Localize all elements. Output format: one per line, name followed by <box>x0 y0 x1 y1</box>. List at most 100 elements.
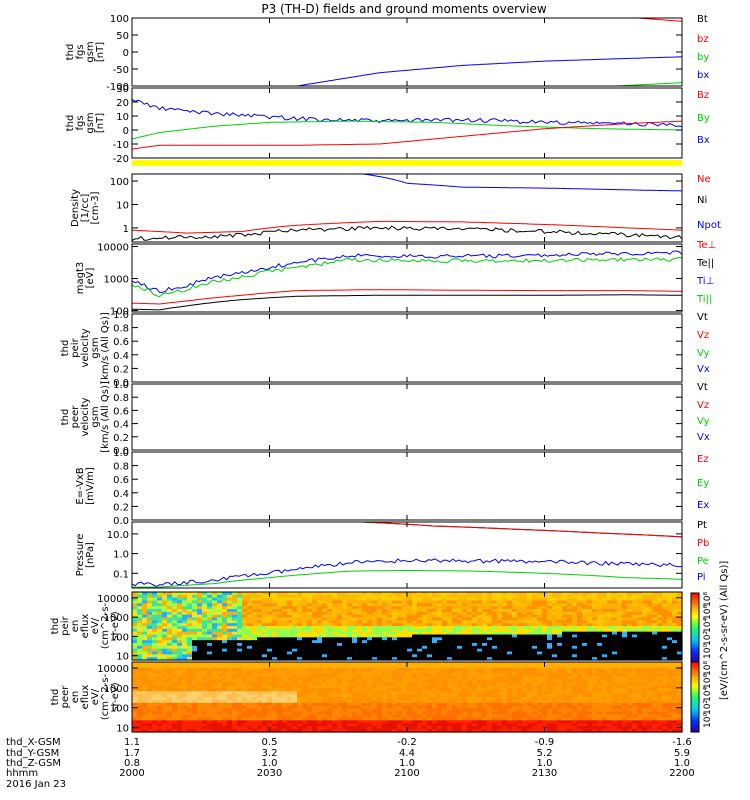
spectrogram-cell <box>587 603 593 607</box>
spectrogram-cell <box>612 617 618 621</box>
spectrogram-cell <box>357 620 363 624</box>
spectrogram-cell <box>527 685 533 689</box>
spectrogram-cell <box>167 670 173 675</box>
spectrogram-cell <box>132 670 138 675</box>
spectrogram-cell <box>552 626 558 630</box>
spectrogram-cell <box>242 664 248 669</box>
spectrogram-cell <box>512 634 518 638</box>
spectrogram-cell <box>162 670 168 675</box>
spectrogram-cell <box>627 657 633 661</box>
spectrogram-cell <box>392 603 398 607</box>
spectrogram-cell <box>282 592 288 596</box>
spectrogram-cell <box>402 714 408 719</box>
spectrogram-cell <box>147 685 153 689</box>
spectrogram-cell <box>502 664 508 669</box>
spectrogram-cell <box>622 640 628 644</box>
spectrogram-cell <box>517 697 523 701</box>
spectrogram-cell <box>677 617 683 621</box>
spectrogram-cell <box>537 702 543 707</box>
y-tick-label: 100 <box>110 632 129 643</box>
spectrogram-cell <box>252 657 258 661</box>
spectrogram-cell <box>612 637 618 641</box>
spectrogram-cell <box>192 626 198 630</box>
spectrogram-cell <box>452 705 458 710</box>
spectrogram-cell <box>257 628 263 633</box>
spectrogram-cell <box>217 708 223 713</box>
spectrogram-cell <box>227 657 233 661</box>
spectrogram-cell <box>272 611 278 616</box>
spectrogram-cell <box>167 628 173 633</box>
spectrogram-cell <box>387 657 393 661</box>
spectrogram-cell <box>377 685 383 689</box>
spectrogram-cell <box>302 679 308 684</box>
spectrogram-cell <box>327 711 333 716</box>
spectrogram-cell <box>422 620 428 624</box>
spectrogram-cell <box>217 623 223 627</box>
spectrogram-cell <box>422 637 428 641</box>
spectrogram-cell <box>597 657 603 661</box>
spectrogram-cell <box>542 682 548 686</box>
spectrogram-cell <box>272 726 278 730</box>
spectrogram-cell <box>677 609 683 613</box>
spectrogram-cell <box>292 643 298 647</box>
spectrogram-cell <box>422 720 428 724</box>
spectrogram-cell <box>232 623 238 627</box>
spectrogram-cell <box>282 614 288 619</box>
spectrogram-cell <box>177 631 183 636</box>
spectrogram-cell <box>297 702 303 707</box>
spectrogram-cell <box>342 640 348 644</box>
spectrogram-cell <box>472 592 478 596</box>
spectrogram-cell <box>207 645 213 650</box>
spectrogram-cell <box>487 628 493 633</box>
spectrogram-cell <box>402 592 408 596</box>
spectrogram-cell <box>437 723 443 727</box>
spectrogram-cell <box>392 682 398 686</box>
spectrogram-cell <box>357 729 363 733</box>
spectrogram-cell <box>532 714 538 719</box>
spectrogram-cell <box>457 657 463 661</box>
spectrogram-cell <box>417 645 423 650</box>
spectrogram-cell <box>527 631 533 636</box>
spectrogram-cell <box>307 600 313 604</box>
spectrogram-cell <box>527 697 533 701</box>
spectrogram-cell <box>462 651 468 655</box>
series-line-Te⊥ <box>131 289 683 305</box>
spectrogram-cell <box>207 717 213 721</box>
spectrogram-cell <box>322 626 328 630</box>
spectrogram-cell <box>597 645 603 650</box>
spectrogram-cell <box>427 676 433 681</box>
spectrogram-cell <box>337 645 343 650</box>
spectrogram-cell <box>492 682 498 686</box>
spectrogram-cell <box>257 634 263 638</box>
spectrogram-cell <box>672 634 678 638</box>
spectrogram-cell <box>577 634 583 638</box>
spectrogram-cell <box>452 664 458 669</box>
spectrogram-cell <box>512 654 518 658</box>
spectrogram-cell <box>407 676 413 681</box>
spectrogram-cell <box>457 673 463 678</box>
spectrogram-cell <box>537 592 543 596</box>
spectrogram-cell <box>327 654 333 658</box>
spectrogram-cell <box>382 614 388 619</box>
spectrogram-cell <box>552 640 558 644</box>
spectrogram-cell <box>182 685 188 689</box>
spectrogram-cell <box>292 600 298 604</box>
spectrogram-cell <box>502 606 508 610</box>
spectrogram-cell <box>672 628 678 633</box>
spectrogram-cell <box>357 594 363 599</box>
spectrogram-cell <box>352 645 358 650</box>
spectrogram-cell <box>137 637 143 641</box>
spectrogram-cell <box>212 717 218 721</box>
spectrogram-cell <box>267 679 273 684</box>
spectrogram-cell <box>557 628 563 633</box>
spectrogram-cell <box>537 620 543 624</box>
spectrogram-cell <box>397 662 403 666</box>
spectrogram-cell <box>297 637 303 641</box>
spectrogram-cell <box>147 729 153 733</box>
spectrogram-cell <box>617 620 623 624</box>
spectrogram-cell <box>142 679 148 684</box>
spectrogram-cell <box>312 714 318 719</box>
spectrogram-cell <box>387 645 393 650</box>
spectrogram-cell <box>357 702 363 707</box>
spectrogram-cell <box>222 685 228 689</box>
